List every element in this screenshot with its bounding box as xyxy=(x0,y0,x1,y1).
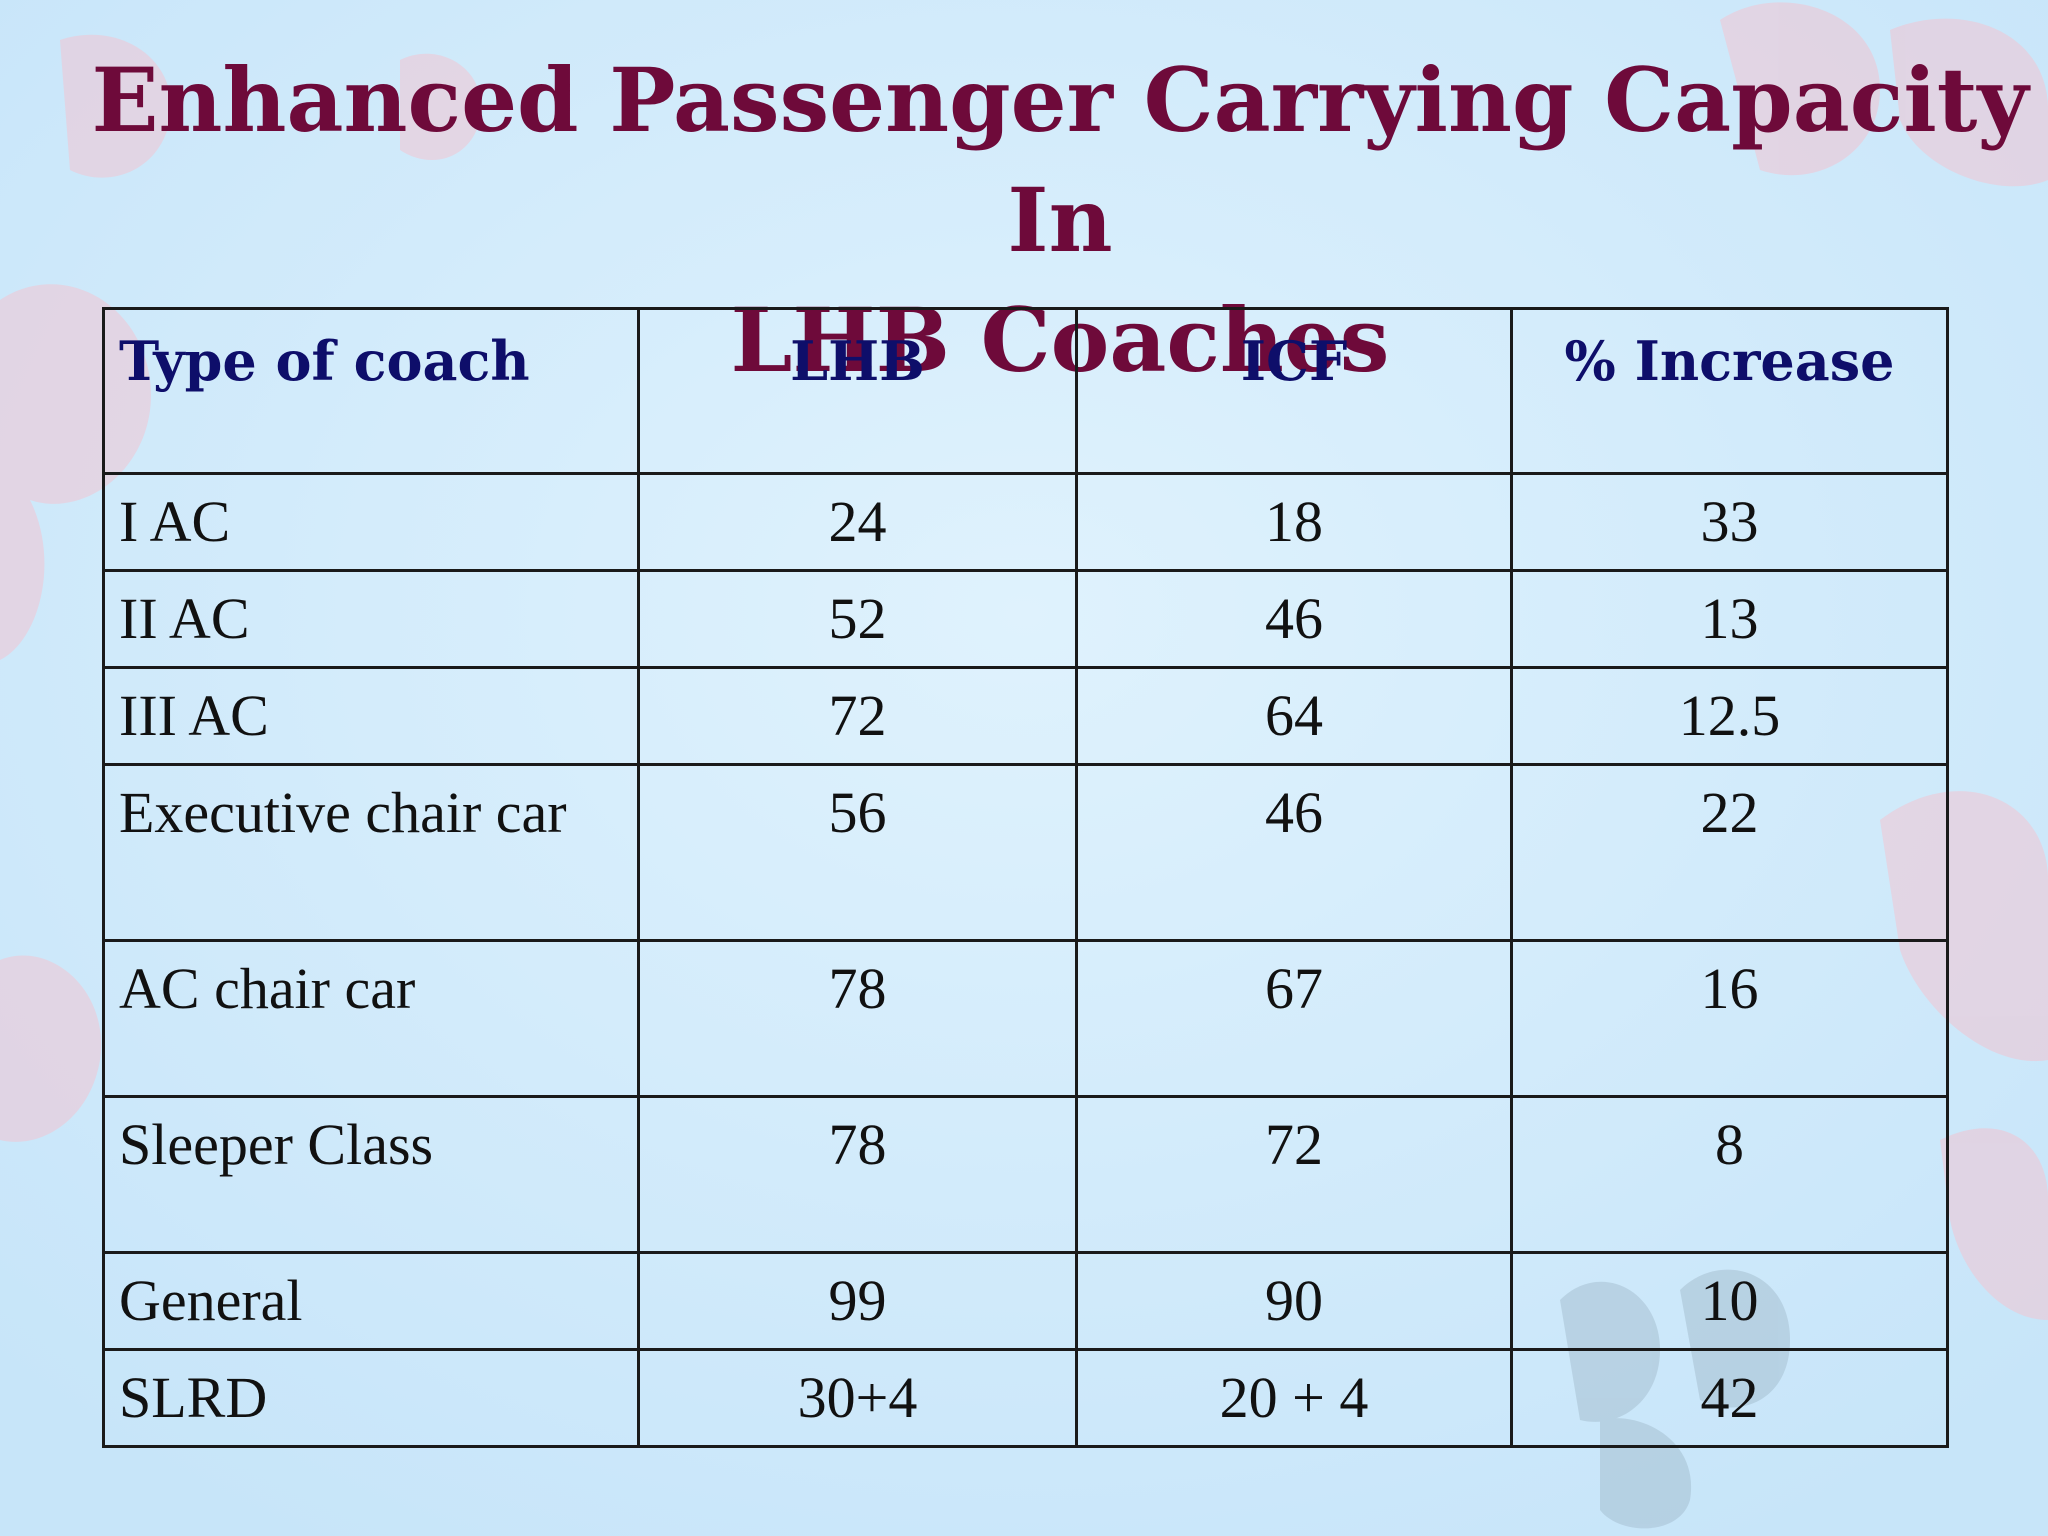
cell-coach-type: Sleeper Class xyxy=(102,1095,640,1254)
cell-coach-type: General xyxy=(102,1251,640,1351)
cell-lhb: 78 xyxy=(637,939,1078,1098)
cell-icf: 90 xyxy=(1075,1251,1513,1351)
cell-increase: 8 xyxy=(1510,1095,1949,1254)
cell-coach-type: III AC xyxy=(102,666,640,766)
table-row: Executive chair car 56 46 22 xyxy=(102,763,1949,942)
cell-coach-type: AC chair car xyxy=(102,939,640,1098)
cell-increase: 12.5 xyxy=(1510,666,1949,766)
title-line-1: Enhanced Passenger Carrying Capacity In xyxy=(91,48,2029,272)
cell-increase: 16 xyxy=(1510,939,1949,1098)
table-row: I AC 24 18 33 xyxy=(102,472,1949,572)
cell-icf: 46 xyxy=(1075,569,1513,669)
cell-icf: 67 xyxy=(1075,939,1513,1098)
cell-coach-type: SLRD xyxy=(102,1348,640,1448)
cell-coach-type: II AC xyxy=(102,569,640,669)
cell-icf: 20 + 4 xyxy=(1075,1348,1513,1448)
cell-lhb: 24 xyxy=(637,472,1078,572)
cell-lhb: 78 xyxy=(637,1095,1078,1254)
table-row: II AC 52 46 13 xyxy=(102,569,1949,669)
header-type-of-coach: Type of coach xyxy=(102,307,640,475)
capacity-table: Type of coach LHB ICF % Increase I AC 24… xyxy=(102,307,1949,1448)
table-row: AC chair car 78 67 16 xyxy=(102,939,1949,1098)
cell-increase: 33 xyxy=(1510,472,1949,572)
cell-increase: 42 xyxy=(1510,1348,1949,1448)
cell-coach-type: Executive chair car xyxy=(102,763,640,942)
table-row: SLRD 30+4 20 + 4 42 xyxy=(102,1348,1949,1448)
cell-lhb: 30+4 xyxy=(637,1348,1078,1448)
cell-lhb: 52 xyxy=(637,569,1078,669)
cell-icf: 46 xyxy=(1075,763,1513,942)
cell-icf: 18 xyxy=(1075,472,1513,572)
cell-increase: 10 xyxy=(1510,1251,1949,1351)
table-row: III AC 72 64 12.5 xyxy=(102,666,1949,766)
cell-lhb: 56 xyxy=(637,763,1078,942)
table-row: General 99 90 10 xyxy=(102,1251,1949,1351)
table-header-row: Type of coach LHB ICF % Increase xyxy=(102,307,1949,475)
cell-increase: 22 xyxy=(1510,763,1949,942)
cell-increase: 13 xyxy=(1510,569,1949,669)
cell-icf: 72 xyxy=(1075,1095,1513,1254)
header-lhb: LHB xyxy=(637,307,1078,475)
cell-lhb: 72 xyxy=(637,666,1078,766)
header-icf: ICF xyxy=(1075,307,1513,475)
header-percent-increase: % Increase xyxy=(1510,307,1949,475)
table-row: Sleeper Class 78 72 8 xyxy=(102,1095,1949,1254)
cell-coach-type: I AC xyxy=(102,472,640,572)
cell-lhb: 99 xyxy=(637,1251,1078,1351)
cell-icf: 64 xyxy=(1075,666,1513,766)
